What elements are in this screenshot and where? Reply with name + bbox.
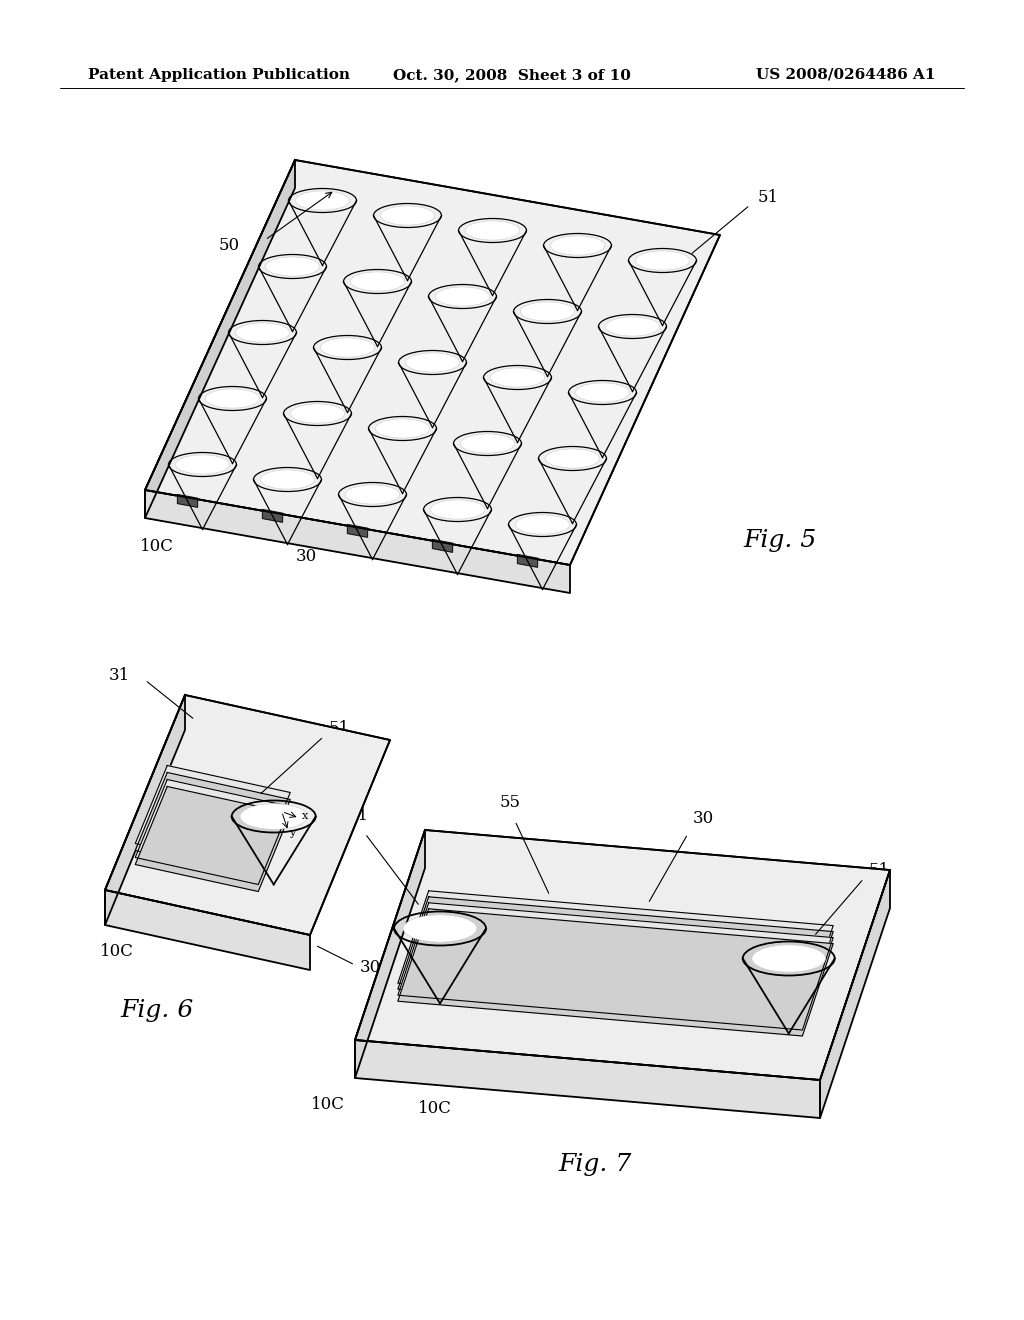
Ellipse shape	[635, 251, 690, 271]
Ellipse shape	[321, 338, 375, 358]
Ellipse shape	[435, 286, 489, 306]
Text: 30: 30	[360, 958, 381, 975]
Ellipse shape	[345, 484, 399, 504]
Polygon shape	[105, 696, 390, 935]
Polygon shape	[105, 890, 310, 970]
Text: 55: 55	[500, 793, 520, 810]
Text: 30: 30	[693, 809, 714, 826]
Text: 51: 51	[868, 862, 890, 879]
Polygon shape	[145, 160, 720, 565]
Text: 51: 51	[329, 719, 350, 737]
Polygon shape	[355, 830, 425, 1078]
Ellipse shape	[265, 257, 319, 276]
Ellipse shape	[295, 191, 350, 210]
Ellipse shape	[240, 804, 307, 829]
Text: 10C: 10C	[418, 1100, 452, 1117]
Polygon shape	[135, 772, 290, 878]
Ellipse shape	[605, 317, 659, 337]
Text: US 2008/0264486 A1: US 2008/0264486 A1	[757, 69, 936, 82]
Text: 30: 30	[296, 548, 317, 565]
Text: Patent Application Publication: Patent Application Publication	[88, 69, 350, 82]
Polygon shape	[135, 780, 290, 884]
Polygon shape	[347, 524, 368, 537]
Text: 51: 51	[347, 807, 369, 824]
Ellipse shape	[430, 500, 484, 519]
Polygon shape	[517, 554, 538, 568]
Ellipse shape	[465, 220, 520, 240]
Text: x: x	[301, 812, 308, 821]
Ellipse shape	[175, 455, 229, 474]
Ellipse shape	[490, 368, 545, 387]
Polygon shape	[355, 1040, 820, 1118]
Ellipse shape	[205, 389, 260, 408]
Polygon shape	[398, 896, 834, 1024]
Ellipse shape	[752, 945, 825, 972]
Ellipse shape	[575, 383, 630, 403]
Polygon shape	[355, 830, 890, 1080]
Ellipse shape	[461, 434, 515, 453]
Polygon shape	[398, 891, 834, 1018]
Ellipse shape	[380, 206, 435, 226]
Ellipse shape	[236, 323, 290, 342]
Text: 10C: 10C	[140, 539, 174, 554]
Ellipse shape	[260, 470, 314, 490]
Text: Fig. 6: Fig. 6	[120, 998, 194, 1022]
Ellipse shape	[403, 915, 477, 942]
Ellipse shape	[546, 449, 600, 469]
Polygon shape	[398, 903, 834, 1030]
Text: 50: 50	[219, 236, 240, 253]
Ellipse shape	[376, 418, 430, 438]
Text: 51: 51	[758, 189, 779, 206]
Polygon shape	[177, 495, 198, 507]
Text: 31: 31	[109, 667, 130, 684]
Ellipse shape	[290, 404, 345, 424]
Polygon shape	[135, 787, 290, 891]
Text: Oct. 30, 2008  Sheet 3 of 10: Oct. 30, 2008 Sheet 3 of 10	[393, 69, 631, 82]
Ellipse shape	[515, 515, 569, 535]
Ellipse shape	[406, 352, 460, 372]
Polygon shape	[820, 870, 890, 1118]
Text: 10C: 10C	[311, 1096, 345, 1113]
Text: Fig. 7: Fig. 7	[558, 1154, 632, 1176]
Text: Fig. 5: Fig. 5	[743, 528, 816, 552]
Polygon shape	[135, 766, 290, 870]
Polygon shape	[398, 908, 834, 1036]
Ellipse shape	[350, 272, 404, 292]
Text: 10C: 10C	[100, 942, 134, 960]
Polygon shape	[105, 696, 185, 925]
Polygon shape	[432, 540, 453, 552]
Polygon shape	[262, 510, 283, 523]
Polygon shape	[145, 160, 295, 517]
Ellipse shape	[550, 236, 605, 255]
Ellipse shape	[520, 302, 574, 321]
Polygon shape	[145, 490, 570, 593]
Text: y: y	[290, 828, 296, 837]
